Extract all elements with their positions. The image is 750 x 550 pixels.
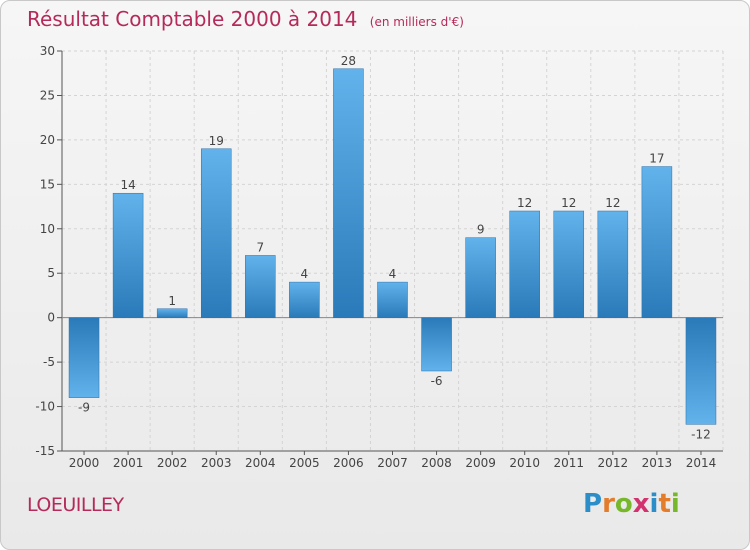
bar — [641, 166, 673, 318]
x-tick-label: 2011 — [553, 456, 584, 470]
bar — [289, 281, 320, 318]
y-tick-label: 10 — [40, 222, 55, 236]
x-tick-label: 2010 — [509, 456, 540, 470]
data-label: 4 — [389, 267, 397, 281]
bar — [597, 210, 629, 318]
data-label: 7 — [256, 240, 264, 254]
y-tick-label: 25 — [40, 88, 55, 102]
data-label: 17 — [649, 152, 664, 166]
y-tick-label: -15 — [35, 444, 55, 458]
logo-letter: o — [614, 489, 633, 519]
bar — [465, 237, 496, 318]
y-tick-label: -10 — [35, 400, 55, 414]
x-tick-label: 2007 — [377, 456, 408, 470]
x-tick-label: 2001 — [113, 456, 144, 470]
bar — [333, 68, 364, 318]
bar — [685, 317, 717, 425]
bar — [68, 317, 100, 398]
bar — [553, 210, 585, 318]
logo-letter: i — [649, 489, 659, 519]
x-tick-label: 2005 — [289, 456, 320, 470]
data-label: 12 — [561, 196, 576, 210]
bars — [68, 68, 717, 425]
y-tick-label: 5 — [47, 266, 55, 280]
bar — [509, 210, 540, 318]
data-label: -12 — [691, 427, 711, 441]
x-tick-label: 2000 — [69, 456, 100, 470]
data-label: 12 — [517, 196, 532, 210]
x-tick-label: 2006 — [333, 456, 364, 470]
logo-letter: r — [602, 489, 615, 519]
data-label: 1 — [168, 294, 176, 308]
chart-subtitle: (en milliers d'€) — [369, 15, 464, 29]
data-label: 12 — [605, 196, 620, 210]
proxiti-logo: Proxiti — [583, 489, 680, 519]
y-tick-label: 15 — [40, 177, 55, 191]
logo-letter: t — [658, 489, 671, 519]
x-tick-label: 2014 — [686, 456, 717, 470]
bar — [200, 148, 232, 318]
x-tick-label: 2003 — [201, 456, 232, 470]
data-label: -9 — [78, 401, 90, 415]
data-label: 19 — [209, 134, 224, 148]
data-label: 14 — [120, 178, 135, 192]
bar — [421, 317, 452, 372]
commune-name: LOEUILLEY — [27, 494, 124, 516]
data-label: 4 — [301, 267, 309, 281]
logo-letter: P — [583, 489, 603, 519]
bar — [245, 255, 276, 318]
data-label: 28 — [341, 54, 356, 68]
x-tick-label: 2013 — [642, 456, 673, 470]
x-tick-label: 2012 — [598, 456, 629, 470]
bar — [156, 308, 188, 318]
logo-letter: x — [632, 489, 650, 519]
x-tick-label: 2009 — [465, 456, 496, 470]
y-tick-label: 30 — [40, 44, 55, 58]
bar — [377, 281, 408, 318]
data-label: 9 — [477, 223, 485, 237]
data-label: -6 — [431, 374, 443, 388]
chart-title-text: Résultat Comptable 2000 à 2014 — [27, 7, 358, 31]
chart-title: Résultat Comptable 2000 à 2014 (en milli… — [27, 7, 464, 31]
logo-letter: i — [670, 489, 680, 519]
y-tick-label: 20 — [40, 133, 55, 147]
x-tick-label: 2004 — [245, 456, 276, 470]
labels: -15 -10 -5 0 5 10 15 20 25 30 -9 2000 14 2001 1 2002 19 2… — [35, 44, 716, 470]
y-tick-label: 0 — [47, 311, 55, 325]
y-tick-label: -5 — [43, 355, 55, 369]
x-tick-label: 2008 — [421, 456, 452, 470]
x-tick-label: 2002 — [157, 456, 188, 470]
bar — [112, 192, 144, 318]
